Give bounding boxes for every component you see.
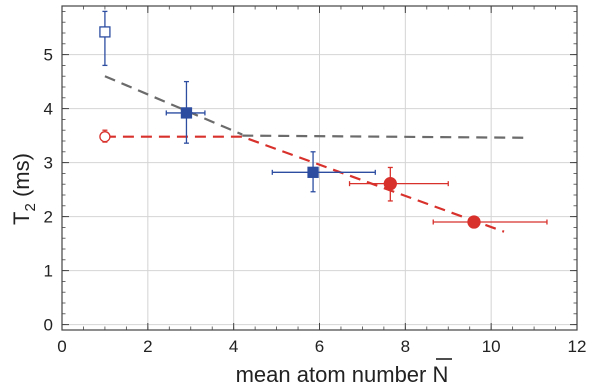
grid bbox=[62, 6, 577, 330]
fit-line bbox=[104, 135, 505, 233]
svg-text:T2 (ms): T2 (ms) bbox=[9, 153, 39, 225]
fit-lines bbox=[104, 75, 526, 233]
fit-line bbox=[104, 75, 243, 136]
x-tick-label: 0 bbox=[57, 337, 66, 356]
x-tick-label: 10 bbox=[482, 337, 501, 356]
y-tick-label: 3 bbox=[44, 154, 53, 173]
ticks bbox=[61, 6, 578, 330]
square-marker bbox=[307, 166, 319, 178]
y-tick-label: 2 bbox=[44, 208, 53, 227]
square-marker bbox=[99, 26, 111, 38]
y-axis-title: T2 (ms) bbox=[9, 153, 39, 225]
y-axis-title-unit: (ms) bbox=[9, 153, 34, 203]
x-tick-label: 8 bbox=[401, 337, 410, 356]
square-marker bbox=[180, 107, 193, 119]
fit-line bbox=[242, 134, 526, 139]
x-tick-label: 6 bbox=[315, 337, 324, 356]
y-axis-title-t: T bbox=[9, 211, 34, 224]
markers bbox=[99, 26, 481, 229]
x-tick-label: 12 bbox=[568, 337, 587, 356]
circle-marker bbox=[383, 177, 397, 191]
y-axis-title-sub: 2 bbox=[22, 203, 39, 211]
y-tick-label: 1 bbox=[44, 262, 53, 281]
x-tick-label: 4 bbox=[229, 337, 238, 356]
y-tick-label: 4 bbox=[44, 100, 53, 119]
error-bars bbox=[102, 10, 548, 225]
circle-marker bbox=[99, 131, 111, 143]
circle-marker bbox=[467, 215, 481, 229]
y-tick-label: 5 bbox=[44, 46, 53, 65]
x-tick-label: 2 bbox=[143, 337, 152, 356]
x-axis-title: mean atom number N bbox=[236, 362, 449, 387]
y-tick-label: 0 bbox=[44, 316, 53, 335]
